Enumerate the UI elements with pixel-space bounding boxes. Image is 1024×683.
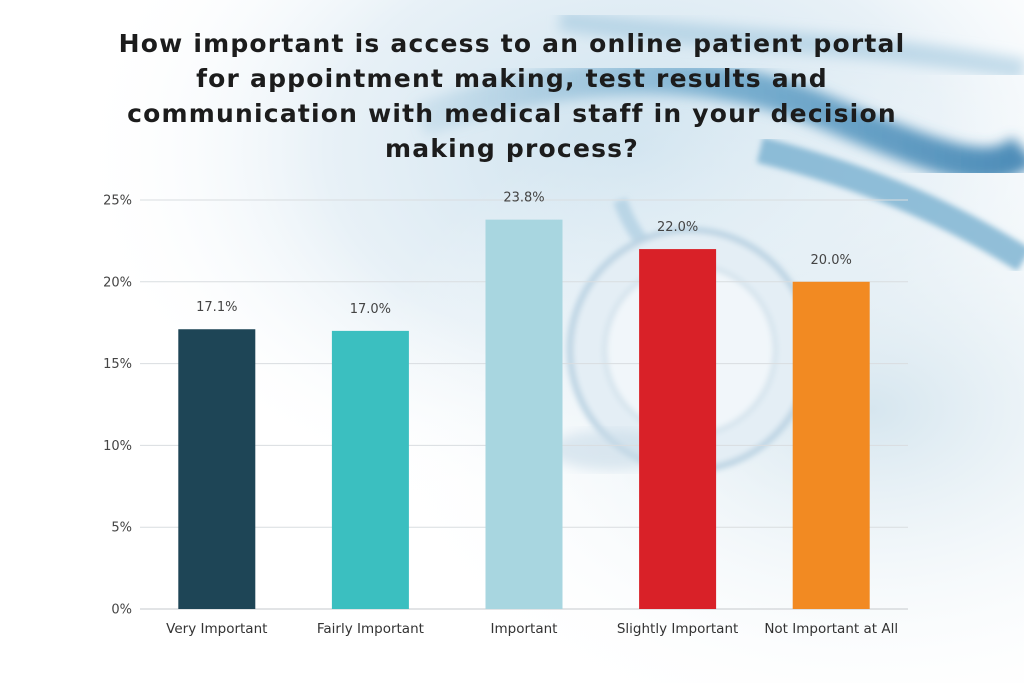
- x-category-label: Slightly Important: [617, 621, 738, 637]
- bar: [639, 249, 717, 609]
- bar: [485, 219, 563, 609]
- bar-value-label: 17.0%: [350, 302, 391, 317]
- x-category-label: Not Important at All: [764, 621, 898, 637]
- x-category-label: Fairly Important: [317, 621, 424, 637]
- y-tick-label: 5%: [111, 521, 132, 536]
- bar-value-label: 23.8%: [503, 191, 544, 206]
- bar: [331, 330, 409, 609]
- bars: [178, 219, 870, 609]
- y-tick-label: 15%: [103, 357, 132, 372]
- x-category-label: Very Important: [166, 621, 267, 637]
- bar: [178, 329, 256, 609]
- y-tick-label: 10%: [103, 439, 132, 454]
- bar-value-label: 20.0%: [811, 253, 852, 268]
- bar-value-label: 17.1%: [196, 300, 237, 315]
- y-tick-label: 0%: [111, 603, 132, 618]
- y-tick-label: 20%: [103, 275, 132, 290]
- bar-value-label: 22.0%: [657, 220, 698, 235]
- bar: [792, 281, 870, 609]
- y-tick-label: 25%: [103, 194, 132, 209]
- chart-title: How important is access to an online pat…: [118, 29, 906, 163]
- labels: 0% 5% 10% 15% 20% 25% 17.1% Very Important 17.0%…: [103, 191, 898, 637]
- x-category-label: Important: [491, 621, 558, 637]
